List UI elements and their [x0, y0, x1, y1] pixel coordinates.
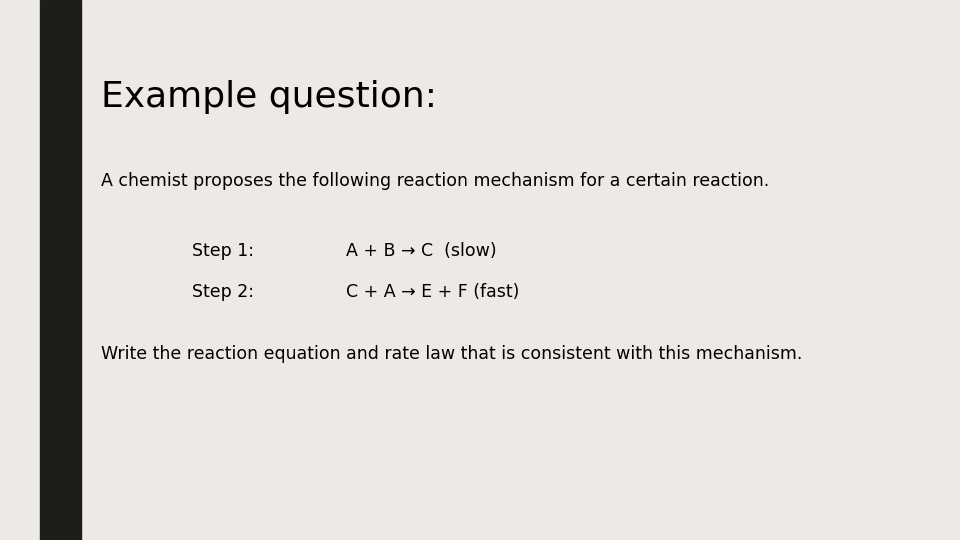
- Text: Step 1:: Step 1:: [192, 242, 254, 260]
- Text: Step 2:: Step 2:: [192, 282, 254, 301]
- Text: C + A → E + F (fast): C + A → E + F (fast): [346, 282, 519, 301]
- Text: A chemist proposes the following reaction mechanism for a certain reaction.: A chemist proposes the following reactio…: [101, 172, 769, 190]
- Bar: [40, 0, 81, 540]
- Text: A + B → C  (slow): A + B → C (slow): [346, 242, 496, 260]
- Text: Write the reaction equation and rate law that is consistent with this mechanism.: Write the reaction equation and rate law…: [101, 345, 803, 363]
- Text: Example question:: Example question:: [101, 80, 437, 114]
